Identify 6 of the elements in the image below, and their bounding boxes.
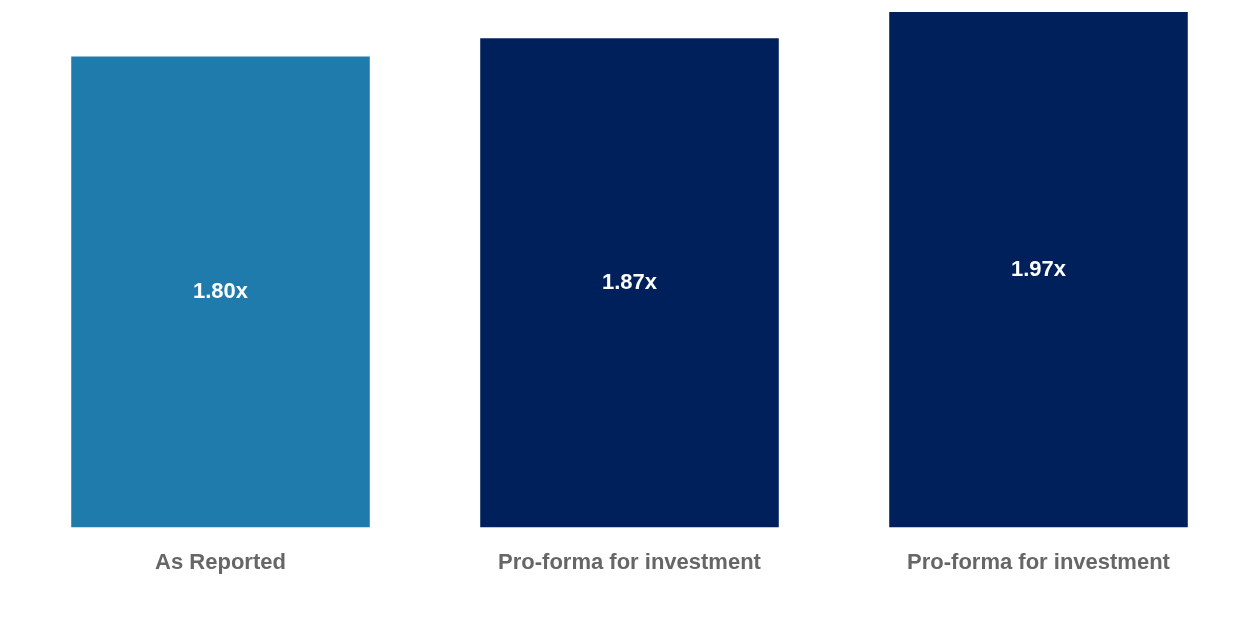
x-tick-label: As Reported [155,548,286,574]
data-label: 1.80x [192,278,249,304]
data-label: 1.87x [601,268,658,294]
data-label: 1.97x [1010,255,1067,281]
x-tick-label: Pro-forma for investment [907,548,1171,574]
x-tick-label: Pro-forma for investment [498,548,762,574]
